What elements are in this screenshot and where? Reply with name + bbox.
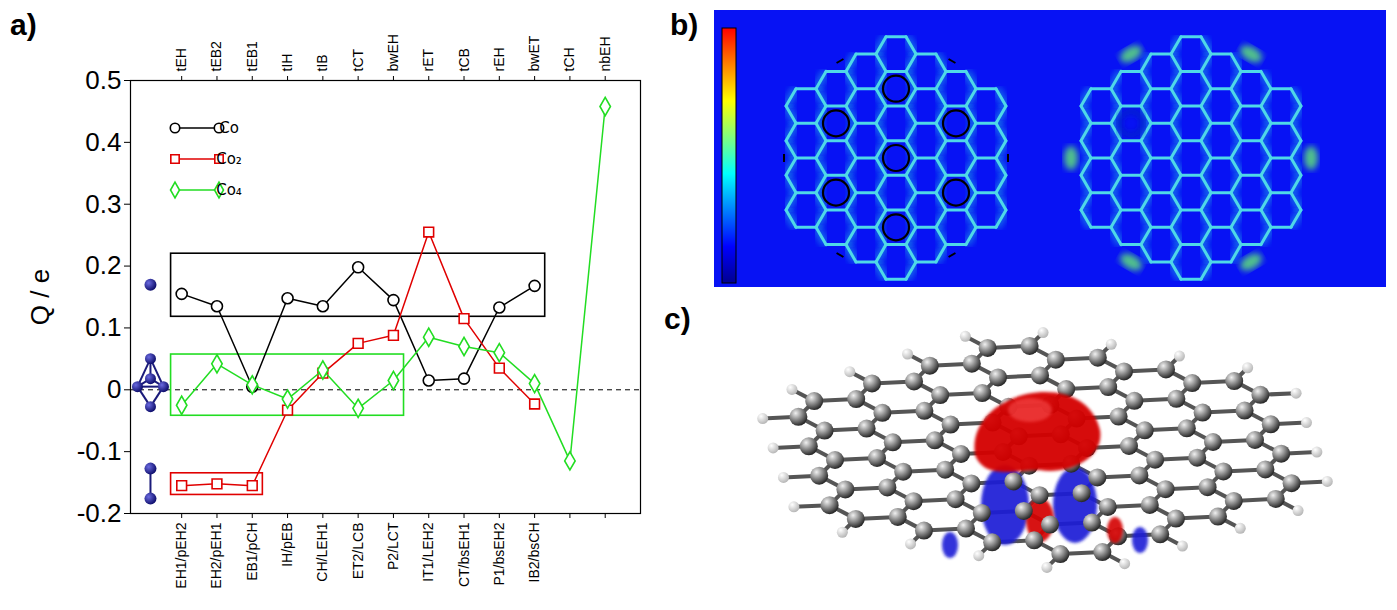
svg-text:EB1/pCH: EB1/pCH <box>244 523 260 581</box>
html-text:b): b) <box>670 8 699 41</box>
svg-text:IH/pEB: IH/pEB <box>279 523 295 567</box>
svg-text:0.2: 0.2 <box>85 250 121 280</box>
svg-text:rEH: rEH <box>491 47 507 71</box>
svg-text:tEB1: tEB1 <box>244 41 260 72</box>
svg-text:CH/LEH1: CH/LEH1 <box>314 522 330 581</box>
svg-text:nbEH: nbEH <box>597 36 613 71</box>
svg-text:Co₄: Co₄ <box>216 181 242 199</box>
svg-text:tEB2: tEB2 <box>208 41 224 72</box>
svg-text:IT1/LEH2: IT1/LEH2 <box>420 522 436 581</box>
svg-text:Co: Co <box>219 119 239 137</box>
svg-text:EH1/pEH2: EH1/pEH2 <box>173 522 189 588</box>
svg-text:EH2/pEH1: EH2/pEH1 <box>208 522 224 588</box>
svg-text:tEH: tEH <box>173 48 189 71</box>
svg-text:tCH: tCH <box>561 47 577 71</box>
html-text:a): a) <box>10 8 37 41</box>
svg-text:0.3: 0.3 <box>85 189 121 219</box>
svg-text:CT/bsEH1: CT/bsEH1 <box>456 522 472 587</box>
svg-text:Co₂: Co₂ <box>216 150 242 168</box>
svg-text:-0.1: -0.1 <box>77 436 122 466</box>
svg-text:0: 0 <box>107 374 121 404</box>
svg-text:tIB: tIB <box>314 54 330 71</box>
html-text:c): c) <box>664 302 691 335</box>
svg-text:rET: rET <box>420 49 436 72</box>
svg-text:0.4: 0.4 <box>85 127 121 157</box>
svg-text:0.5: 0.5 <box>85 65 121 95</box>
svg-text:tCB: tCB <box>456 48 472 71</box>
svg-text:tIH: tIH <box>279 54 295 72</box>
svg-text:Q / e: Q / e <box>25 269 55 325</box>
svg-text:P1/bsEH2: P1/bsEH2 <box>491 522 507 585</box>
svg-text:ET2/LCB: ET2/LCB <box>350 523 366 580</box>
svg-text:P2/LCT: P2/LCT <box>385 522 401 570</box>
svg-text:IB2/bsCH: IB2/bsCH <box>526 523 542 583</box>
svg-text:bwEH: bwEH <box>385 34 401 71</box>
svg-text:-0.2: -0.2 <box>77 498 122 528</box>
svg-text:bwET: bwET <box>526 35 542 71</box>
svg-text:0.1: 0.1 <box>85 312 121 342</box>
svg-text:tCT: tCT <box>350 49 366 72</box>
